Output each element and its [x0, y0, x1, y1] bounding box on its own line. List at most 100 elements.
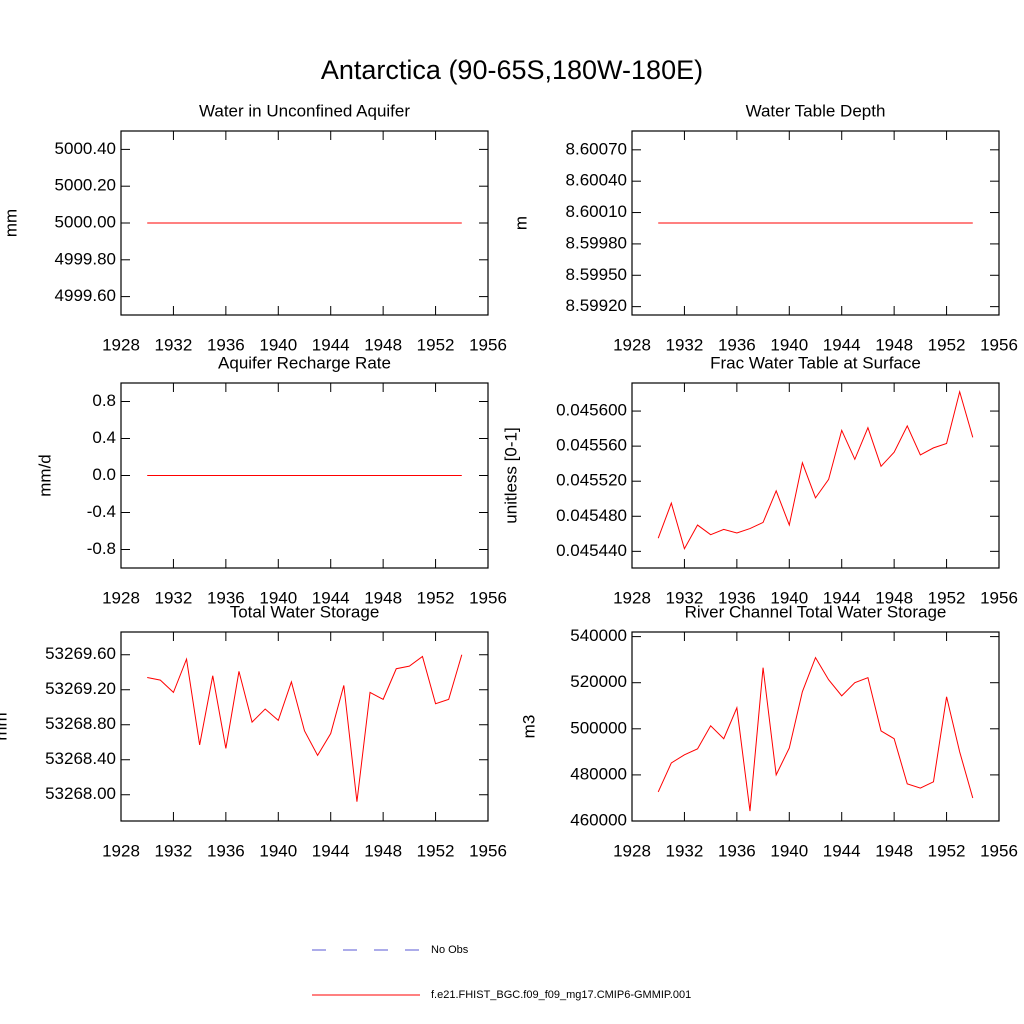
panel-title: River Channel Total Water Storage — [685, 602, 947, 621]
y-axis-label: m — [511, 216, 530, 230]
x-tick-label: 1956 — [469, 841, 507, 860]
legend-label: f.e21.FHIST_BGC.f09_f09_mg17.CMIP6-GMMIP… — [431, 989, 691, 1001]
panel-title: Water Table Depth — [746, 101, 886, 120]
x-tick-label: 1948 — [875, 588, 913, 607]
x-tick-label: 1928 — [613, 335, 651, 354]
y-tick-label: 8.60070 — [566, 139, 627, 158]
y-tick-label: 520000 — [570, 672, 627, 691]
x-tick-label: 1932 — [666, 841, 704, 860]
x-tick-label: 1956 — [980, 588, 1018, 607]
y-tick-label: 8.60040 — [566, 171, 627, 190]
y-tick-label: 0.045520 — [556, 471, 627, 490]
x-tick-label: 1940 — [259, 841, 297, 860]
x-tick-label: 1956 — [980, 841, 1018, 860]
x-tick-label: 1956 — [980, 335, 1018, 354]
y-tick-label: 5000.40 — [55, 139, 116, 158]
legend-label: No Obs — [431, 944, 469, 956]
y-tick-label: 8.60010 — [566, 202, 627, 221]
panel-title: Total Water Storage — [230, 602, 380, 621]
y-tick-label: 0.0 — [92, 465, 116, 484]
y-tick-label: 480000 — [570, 764, 627, 783]
y-tick-label: 53268.00 — [45, 784, 116, 803]
x-tick-label: 1944 — [312, 841, 350, 860]
y-tick-label: 53269.60 — [45, 644, 116, 663]
x-tick-label: 1952 — [417, 588, 455, 607]
x-tick-label: 1932 — [155, 841, 193, 860]
x-tick-label: 1936 — [207, 588, 245, 607]
y-tick-label: 8.59980 — [566, 233, 627, 252]
x-tick-label: 1952 — [417, 335, 455, 354]
x-tick-label: 1956 — [469, 335, 507, 354]
y-tick-label: -0.8 — [87, 539, 116, 558]
data-line — [657, 656, 974, 812]
x-tick-label: 1948 — [364, 588, 402, 607]
y-tick-label: 4999.80 — [55, 249, 116, 268]
y-axis-label: m3 — [519, 715, 538, 739]
x-tick-label: 1928 — [102, 588, 140, 607]
x-tick-label: 1936 — [718, 841, 756, 860]
y-tick-label: -0.4 — [87, 502, 116, 521]
data-line — [147, 654, 463, 802]
y-tick-label: 53269.20 — [45, 679, 116, 698]
x-tick-label: 1956 — [469, 588, 507, 607]
x-tick-label: 1940 — [259, 335, 297, 354]
y-axis-label: mm — [1, 209, 20, 237]
figure-title: Antarctica (90-65S,180W-180E) — [321, 55, 703, 85]
y-tick-label: 8.59920 — [566, 296, 627, 315]
x-tick-label: 1940 — [770, 335, 808, 354]
panel-title: Frac Water Table at Surface — [710, 353, 921, 372]
y-tick-label: 0.045560 — [556, 436, 627, 455]
x-tick-label: 1932 — [666, 335, 704, 354]
y-axis-label: mm — [0, 712, 10, 740]
x-tick-label: 1928 — [613, 841, 651, 860]
x-tick-label: 1944 — [312, 588, 350, 607]
y-tick-label: 8.59950 — [566, 265, 627, 284]
x-tick-label: 1948 — [364, 335, 402, 354]
y-tick-label: 5000.00 — [55, 212, 116, 231]
x-tick-label: 1952 — [417, 841, 455, 860]
y-tick-label: 460000 — [570, 810, 627, 829]
y-tick-label: 0.8 — [92, 391, 116, 410]
x-tick-label: 1940 — [770, 841, 808, 860]
x-tick-label: 1952 — [928, 841, 966, 860]
x-tick-label: 1944 — [823, 335, 861, 354]
y-axis-label: unitless [0-1] — [501, 427, 520, 523]
y-tick-label: 5000.20 — [55, 176, 116, 195]
x-tick-label: 1948 — [875, 335, 913, 354]
y-tick-label: 0.045480 — [556, 506, 627, 525]
plot-frame — [120, 631, 489, 822]
x-tick-label: 1932 — [666, 588, 704, 607]
y-tick-label: 0.045440 — [556, 541, 627, 560]
x-tick-label: 1932 — [155, 588, 193, 607]
x-tick-label: 1944 — [823, 588, 861, 607]
plot-frame — [631, 382, 1000, 569]
y-tick-label: 500000 — [570, 718, 627, 737]
x-tick-label: 1940 — [259, 588, 297, 607]
x-tick-label: 1936 — [207, 335, 245, 354]
data-line — [657, 389, 974, 551]
x-tick-label: 1944 — [823, 841, 861, 860]
plot-frame — [631, 130, 1000, 316]
panel-title: Water in Unconfined Aquifer — [199, 101, 410, 120]
y-tick-label: 53268.40 — [45, 749, 116, 768]
y-tick-label: 0.045600 — [556, 401, 627, 420]
x-tick-label: 1940 — [770, 588, 808, 607]
y-tick-label: 53268.80 — [45, 714, 116, 733]
y-tick-label: 0.4 — [92, 428, 116, 447]
x-tick-label: 1928 — [102, 841, 140, 860]
x-tick-label: 1936 — [718, 335, 756, 354]
x-tick-label: 1948 — [364, 841, 402, 860]
x-tick-label: 1948 — [875, 841, 913, 860]
y-tick-label: 540000 — [570, 626, 627, 645]
x-tick-label: 1932 — [155, 335, 193, 354]
x-tick-label: 1928 — [102, 335, 140, 354]
x-tick-label: 1952 — [928, 588, 966, 607]
y-tick-label: 4999.60 — [55, 286, 116, 305]
x-tick-label: 1952 — [928, 335, 966, 354]
x-tick-label: 1928 — [613, 588, 651, 607]
x-tick-label: 1936 — [207, 841, 245, 860]
x-tick-label: 1944 — [312, 335, 350, 354]
y-axis-label: mm/d — [35, 454, 54, 497]
x-tick-label: 1936 — [718, 588, 756, 607]
plot-frame — [631, 631, 1000, 822]
